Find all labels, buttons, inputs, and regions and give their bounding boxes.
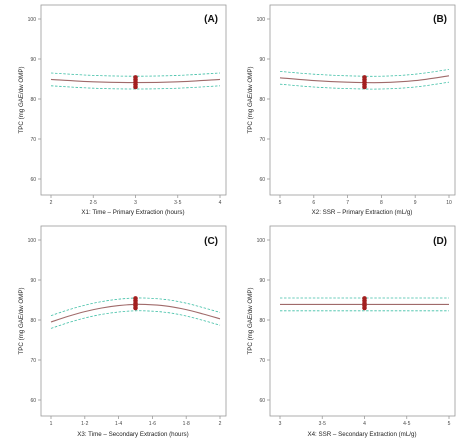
panel-a-xtick-label: 2·5 xyxy=(90,200,97,206)
panel-b-ytick-label: 60 xyxy=(259,177,265,183)
panel-b-ytick-label: 70 xyxy=(259,137,265,143)
panel-a-ylabel: TPC (mg GAE/dw OMP) xyxy=(18,66,25,133)
panel-d: (D) 60 70 80 90 100 3 3·5 4 4·5 5 TPC (mg GAE/dw … xyxy=(247,225,456,438)
panel-b-xtick-label: 7 xyxy=(346,200,349,206)
panel-b-upper-line xyxy=(279,69,450,77)
panel-d-plot: 60 70 80 90 100 3 3·5 4 4·5 5 xyxy=(257,238,451,427)
panel-b-xtick-label: 5 xyxy=(279,200,282,206)
panel-c-frame xyxy=(40,225,227,417)
panel-b-plot: 60 70 80 90 100 5 6 7 8 9 10 xyxy=(257,17,452,206)
panel-b-data-point xyxy=(362,75,367,80)
panel-d-ytick-label: 70 xyxy=(259,358,265,364)
panel-d-xtick-label: 5 xyxy=(448,421,451,427)
panel-d-ytick-label: 80 xyxy=(259,318,265,324)
panel-d-xtick-label: 3·5 xyxy=(319,421,326,427)
panel-c-xtick-label: 1 xyxy=(50,421,53,427)
panel-d-xtick-label: 3 xyxy=(279,421,282,427)
panel-b-xtick-label: 9 xyxy=(414,200,417,206)
panel-b-xtick-label: 8 xyxy=(380,200,383,206)
panel-c-data-point xyxy=(133,296,138,301)
panel-c-ytick-label: 100 xyxy=(28,238,37,244)
panel-c-plot: 60 70 80 90 100 1 1·2 1·4 1·6 1·8 2 xyxy=(28,238,222,427)
panel-d-frame xyxy=(269,225,456,417)
panel-b-lower-line xyxy=(279,81,450,90)
panel-a-upper-line xyxy=(50,72,221,77)
panel-d-tag: (D) xyxy=(433,236,447,247)
panel-a-xtick-label: 3 xyxy=(134,200,137,206)
panel-c-ytick-label: 90 xyxy=(30,278,36,284)
panel-b-xtick-label: 10 xyxy=(446,200,452,206)
panel-a-xtick-label: 3·5 xyxy=(174,200,181,206)
panel-c-ytick-label: 60 xyxy=(30,398,36,404)
panel-d-xlabel: X4: SSR – Secondary Extraction (mL/g) xyxy=(307,431,416,438)
panel-a-xlabel: X1: Time – Primary Extraction (hours) xyxy=(81,209,184,216)
panel-a-frame xyxy=(40,4,227,196)
panel-a-lower-line xyxy=(50,85,221,90)
panel-a-ytick-label: 90 xyxy=(30,57,36,63)
panel-b-ytick-label: 90 xyxy=(259,57,265,63)
panel-a-data-point xyxy=(133,75,138,80)
panel-d-data-point xyxy=(362,296,367,301)
panel-c-xtick-label: 1·2 xyxy=(81,421,88,427)
panel-b-ylabel: TPC (mg GAE/dw OMP) xyxy=(247,66,254,133)
panel-a-xtick-label: 2 xyxy=(50,200,53,206)
panel-b-xlabel: X2: SSR – Primary Extraction (mL/g) xyxy=(312,209,413,216)
panel-a-ytick-label: 80 xyxy=(30,97,36,103)
panel-c-ylabel: TPC (mg GAE/dw OMP) xyxy=(18,287,25,354)
panel-c-tag: (C) xyxy=(204,236,218,247)
panel-c: (C) 60 70 80 90 100 1 1·2 1·4 1·6 1·8 2 TPC (mg GA… xyxy=(18,225,227,438)
panel-b-frame xyxy=(269,4,456,196)
panel-b-ytick-label: 100 xyxy=(257,17,266,23)
panel-b: (B) 60 70 80 90 100 5 6 7 8 9 10 TPC (mg GAE/dw OM… xyxy=(247,4,456,216)
panel-d-ytick-label: 90 xyxy=(259,278,265,284)
panel-d-ytick-label: 100 xyxy=(257,238,266,244)
panel-a: (A) 60 70 80 90 100 2 2·5 3 3·5 4 TPC (mg GAE/dw … xyxy=(18,4,227,216)
panel-a-ytick-label: 100 xyxy=(28,17,37,23)
panel-a-ytick-label: 60 xyxy=(30,177,36,183)
panel-c-xtick-label: 1·4 xyxy=(115,421,122,427)
panel-a-ytick-label: 70 xyxy=(30,137,36,143)
panel-c-lower-line xyxy=(50,310,221,329)
panel-c-xtick-label: 1·6 xyxy=(149,421,156,427)
panel-c-xtick-label: 1·8 xyxy=(183,421,190,427)
panel-a-xtick-label: 4 xyxy=(219,200,222,206)
panel-a-tag: (A) xyxy=(204,14,218,25)
panel-c-xlabel: X3: Time – Secondary Extraction (hours) xyxy=(77,431,188,438)
panel-d-xtick-label: 4 xyxy=(363,421,366,427)
panel-b-tag: (B) xyxy=(433,14,447,25)
panel-c-ytick-label: 70 xyxy=(30,358,36,364)
panel-b-ytick-label: 80 xyxy=(259,97,265,103)
panel-d-ytick-label: 60 xyxy=(259,398,265,404)
panel-a-plot: 60 70 80 90 100 2 2·5 3 3·5 4 xyxy=(28,17,222,206)
panel-b-xtick-label: 6 xyxy=(312,200,315,206)
panel-d-ylabel: TPC (mg GAE/dw OMP) xyxy=(247,287,254,354)
panel-c-ytick-label: 80 xyxy=(30,318,36,324)
panel-c-xtick-label: 2 xyxy=(219,421,222,427)
panel-d-xtick-label: 4·5 xyxy=(403,421,410,427)
